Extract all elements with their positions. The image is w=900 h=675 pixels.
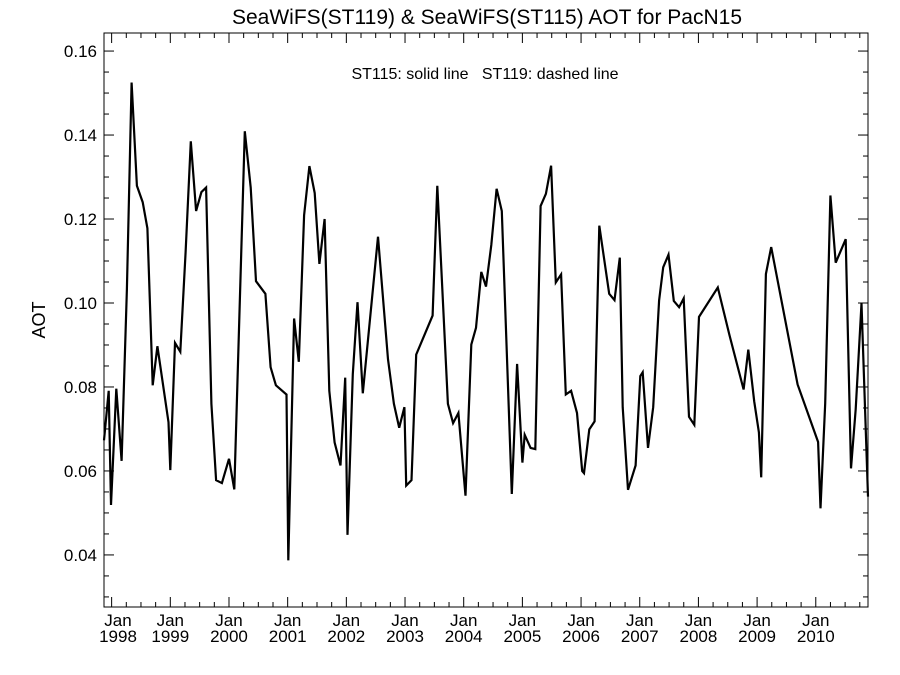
y-axis-label: AOT	[29, 301, 49, 338]
y-tick-label: 0.06	[64, 462, 97, 481]
x-tick-label-month: Jan	[509, 611, 536, 630]
y-tick-labels: 0.04 0.06 0.08 0.10 0.12 0.14 0.16	[64, 42, 97, 565]
x-tick-label-month: Jan	[274, 611, 301, 630]
y-tick-label: 0.10	[64, 294, 97, 313]
series-line-st115	[102, 82, 870, 561]
x-tick-label-month: Jan	[104, 611, 131, 630]
axis-ticks	[104, 33, 868, 607]
x-tick-label-year: 1998	[99, 627, 137, 646]
x-tick-label-month: Jan	[333, 611, 360, 630]
x-tick-label-year: 2007	[621, 627, 659, 646]
x-tick-label-month: Jan	[743, 611, 770, 630]
series-lines	[102, 82, 870, 561]
y-tick-label: 0.12	[64, 210, 97, 229]
y-tick-label: 0.16	[64, 42, 97, 61]
x-tick-label-month: Jan	[626, 611, 653, 630]
x-tick-label-month: Jan	[685, 611, 712, 630]
chart-annotation: ST115: solid line ST119: dashed line	[351, 66, 618, 83]
x-tick-label-month: Jan	[215, 611, 242, 630]
x-tick-label-year: 2006	[562, 627, 600, 646]
chart-title: SeaWiFS(ST119) & SeaWiFS(ST115) AOT for …	[232, 6, 742, 29]
x-tick-label-year: 2003	[386, 627, 424, 646]
x-tick-label-month: Jan	[802, 611, 829, 630]
x-tick-label-year: 2010	[797, 627, 835, 646]
x-tick-label-year: 2002	[327, 627, 365, 646]
x-tick-label-year: 2004	[445, 627, 483, 646]
x-tick-label-year: 2009	[738, 627, 776, 646]
x-tick-label-month: Jan	[450, 611, 477, 630]
x-tick-label-year: 2000	[210, 627, 248, 646]
x-tick-label-year: 1999	[151, 627, 189, 646]
x-tick-label-year: 2001	[269, 627, 307, 646]
y-tick-label: 0.14	[64, 126, 97, 145]
x-tick-label-month: Jan	[567, 611, 594, 630]
y-tick-label: 0.04	[64, 546, 97, 565]
x-tick-label-year: 2008	[680, 627, 718, 646]
plot-frame	[103, 32, 869, 608]
x-tick-label-month: Jan	[391, 611, 418, 630]
y-tick-label: 0.08	[64, 378, 97, 397]
x-tick-label-year: 2005	[503, 627, 541, 646]
x-tick-label-month: Jan	[157, 611, 184, 630]
x-tick-labels: Jan1998Jan1999Jan2000Jan2001Jan2002Jan20…	[99, 611, 835, 646]
